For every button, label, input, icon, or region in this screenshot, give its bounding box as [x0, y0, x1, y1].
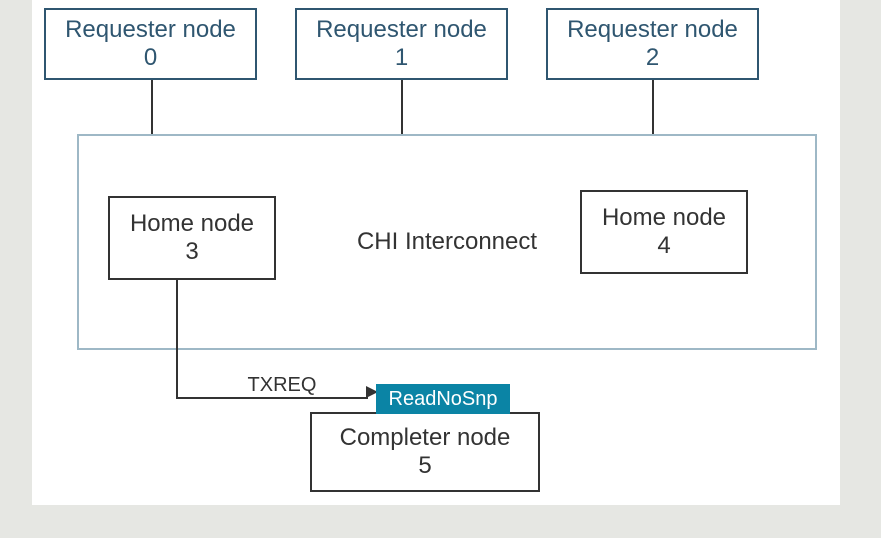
- node-index: 4: [657, 232, 670, 260]
- node-index: 5: [418, 452, 431, 480]
- completer-node-5: Completer node 5: [310, 412, 540, 492]
- node-index: 0: [144, 44, 157, 72]
- node-label: Requester node: [567, 16, 738, 44]
- requester-node-1: Requester node 1: [295, 8, 508, 80]
- connector-home3-down: [176, 280, 178, 398]
- readnosnp-badge: ReadNoSnp: [376, 384, 510, 414]
- node-index: 2: [646, 44, 659, 72]
- home-node-4: Home node 4: [580, 190, 748, 274]
- node-label: Home node: [602, 204, 726, 232]
- requester-node-0: Requester node 0: [44, 8, 257, 80]
- node-label: Completer node: [340, 424, 511, 452]
- requester-node-2: Requester node 2: [546, 8, 759, 80]
- node-index: 1: [395, 44, 408, 72]
- node-label: Requester node: [316, 16, 487, 44]
- connector-req1-interconnect: [401, 80, 403, 134]
- connector-req0-interconnect: [151, 80, 153, 134]
- edge-label-text: TXREQ: [248, 374, 317, 396]
- connector-req2-interconnect: [652, 80, 654, 134]
- diagram-canvas: CHI Interconnect Requester node 0 Reques…: [0, 0, 881, 538]
- interconnect-label: CHI Interconnect: [357, 228, 537, 256]
- node-index: 3: [185, 238, 198, 266]
- node-label: Home node: [130, 210, 254, 238]
- home-node-3: Home node 3: [108, 196, 276, 280]
- badge-label: ReadNoSnp: [389, 388, 498, 411]
- node-label: Requester node: [65, 16, 236, 44]
- txreq-label: TXREQ: [232, 374, 332, 398]
